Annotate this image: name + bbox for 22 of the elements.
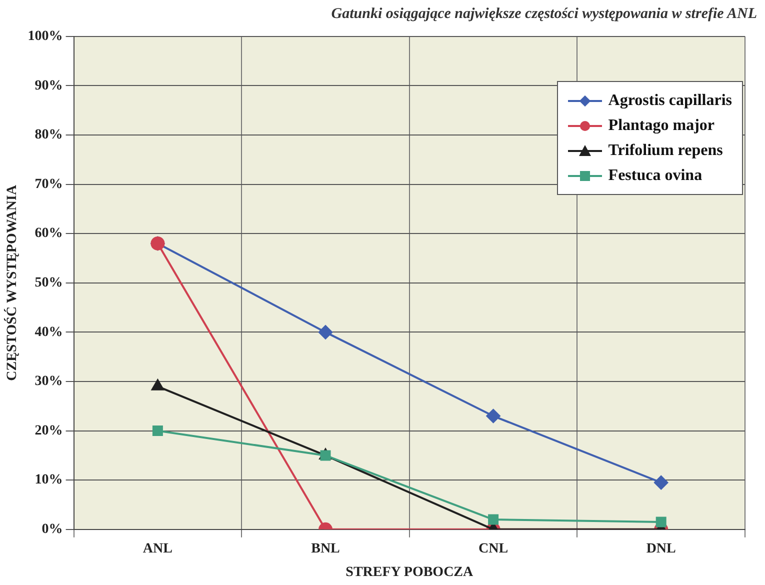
y-tick-label: 0% <box>42 522 63 538</box>
y-tick-label: 70% <box>34 176 63 192</box>
y-tick-label: 100% <box>28 29 63 44</box>
legend-label: Plantago major <box>608 116 714 135</box>
y-tick-label: 40% <box>34 324 63 340</box>
y-tick-label: 60% <box>34 226 63 242</box>
x-tick-label: DNL <box>646 541 676 556</box>
legend-label: Trifolium repens <box>608 142 723 160</box>
x-tick-label: BNL <box>311 541 340 556</box>
legend-label: Agrostis capillaris <box>608 92 732 110</box>
y-tick-label: 90% <box>34 78 63 94</box>
legend-label: Festuca ovina <box>608 166 702 185</box>
x-tick-label: CNL <box>478 541 508 556</box>
y-tick-label: 80% <box>34 128 63 143</box>
y-axis-title: CZĘSTOŚĆ WYSTĘPOWANIA <box>3 184 20 381</box>
y-tick-label: 50% <box>34 276 63 291</box>
y-tick-label: 20% <box>34 423 63 438</box>
chart-title: Gatunki osiągające największe częstości występowania w strefie ANL <box>330 6 758 23</box>
y-tick-label: 10% <box>34 472 63 488</box>
x-tick-label: ANL <box>142 541 172 556</box>
y-tick-label: 30% <box>34 374 63 390</box>
x-axis-title: STREFY POBOCZA <box>346 565 474 580</box>
